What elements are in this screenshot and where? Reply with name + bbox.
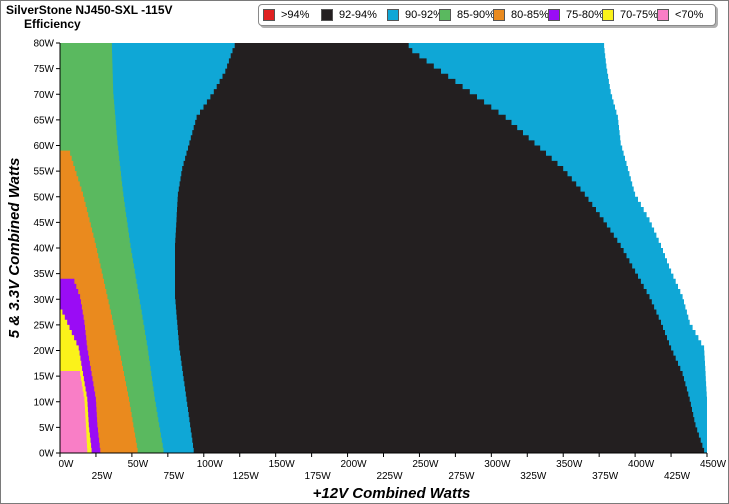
y-tick-label: 60W — [33, 141, 54, 152]
x-tick-label: 450W — [700, 459, 727, 470]
y-tick-label: 0W — [39, 449, 55, 460]
legend-swatch — [602, 9, 614, 21]
legend-item: 80-85% — [493, 8, 549, 22]
legend-item: 92-94% — [321, 8, 377, 22]
legend-label: 80-85% — [511, 9, 549, 21]
legend-label: 85-90% — [457, 9, 495, 21]
x-tick-label: 125W — [233, 471, 260, 482]
legend-label: 75-80% — [566, 9, 604, 21]
x-tick-label: 275W — [448, 471, 475, 482]
chart-title: SilverStone NJ450-SXL -115V — [6, 3, 173, 17]
legend-label: 92-94% — [339, 9, 377, 21]
y-tick-label: 5W — [39, 423, 55, 434]
y-tick-label: 80W — [33, 39, 54, 50]
legend-label: <70% — [675, 9, 704, 21]
legend-swatch — [657, 9, 669, 21]
x-tick-label: 0W — [59, 459, 75, 470]
efficiency-region--70- — [60, 43, 88, 453]
x-tick-label: 100W — [197, 459, 224, 470]
legend-label: 90-92% — [405, 9, 443, 21]
legend-label: 70-75% — [620, 9, 658, 21]
y-tick-label: 15W — [33, 372, 54, 383]
x-tick-label: 325W — [520, 471, 547, 482]
legend-label: >94% — [281, 9, 310, 21]
y-tick-label: 35W — [33, 269, 54, 280]
y-tick-label: 65W — [33, 115, 54, 126]
x-tick-label: 75W — [164, 471, 185, 482]
legend-swatch — [439, 9, 451, 21]
y-tick-label: 45W — [33, 218, 54, 229]
legend-swatch — [493, 9, 505, 21]
legend: >94% 92-94% 90-92% 85-90% 80-85% 75-80% 70-75%… — [258, 4, 716, 26]
y-tick-label: 25W — [33, 320, 54, 331]
x-tick-label: 400W — [628, 459, 655, 470]
legend-item: >94% — [263, 8, 309, 22]
x-tick-label: 175W — [305, 471, 332, 482]
legend-swatch — [321, 9, 333, 21]
chart-subtitle: Efficiency — [24, 17, 81, 31]
y-tick-label: 50W — [33, 192, 54, 203]
x-tick-label: 25W — [92, 471, 113, 482]
y-tick-label: 40W — [33, 244, 54, 255]
legend-swatch — [387, 9, 399, 21]
y-tick-label: 30W — [33, 295, 54, 306]
x-tick-label: 375W — [592, 471, 619, 482]
legend-item: 85-90% — [439, 8, 495, 22]
legend-item: 70-75% — [602, 8, 658, 22]
y-tick-label: 70W — [33, 90, 54, 101]
x-tick-label: 250W — [412, 459, 439, 470]
x-tick-label: 350W — [556, 459, 583, 470]
x-tick-label: 300W — [484, 459, 511, 470]
y-tick-label: 75W — [33, 64, 54, 75]
legend-item: 90-92% — [387, 8, 443, 22]
efficiency-region-70-75- — [60, 43, 92, 453]
legend-item: 75-80% — [548, 8, 604, 22]
y-tick-label: 55W — [33, 167, 54, 178]
efficiency-region-92-94- — [60, 43, 705, 453]
x-tick-label: 425W — [664, 471, 691, 482]
y-tick-label: 10W — [33, 397, 54, 408]
legend-swatch — [263, 9, 275, 21]
x-tick-label: 50W — [128, 459, 149, 470]
legend-item: <70% — [657, 8, 703, 22]
x-tick-label: 150W — [269, 459, 296, 470]
x-axis-title: +12V Combined Watts — [313, 485, 471, 502]
legend-swatch — [548, 9, 560, 21]
x-tick-label: 200W — [340, 459, 367, 470]
y-tick-label: 20W — [33, 346, 54, 357]
y-axis-title: 5 & 3.3V Combined Watts — [6, 158, 23, 339]
x-tick-label: 225W — [376, 471, 403, 482]
